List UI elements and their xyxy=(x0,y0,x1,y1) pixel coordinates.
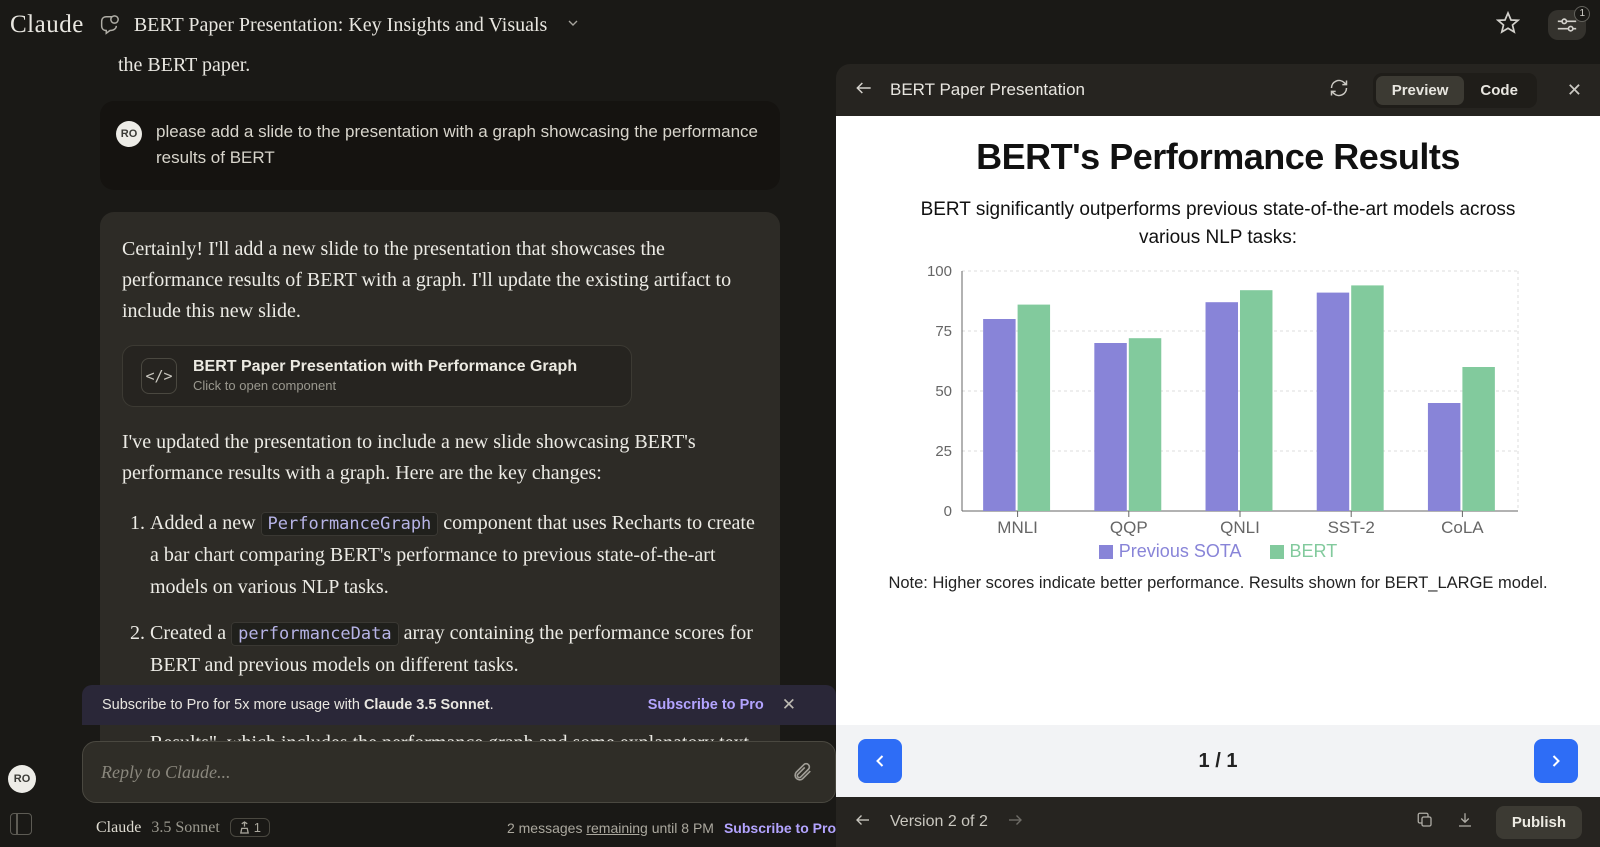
paperclip-icon[interactable] xyxy=(787,757,817,787)
user-message-text: please add a slide to the presentation w… xyxy=(156,119,758,172)
slide: BERT's Performance Results BERT signific… xyxy=(836,116,1600,725)
code-icon: </> xyxy=(141,358,177,394)
close-icon[interactable]: ✕ xyxy=(782,695,796,715)
star-icon[interactable] xyxy=(1496,11,1520,40)
inline-code: performanceData xyxy=(231,622,399,646)
svg-text:SST-2: SST-2 xyxy=(1328,518,1375,537)
chat-column: the BERT paper. RO please add a slide to… xyxy=(0,50,836,847)
top-bar: Claude BERT Paper Presentation: Key Insi… xyxy=(0,0,1600,50)
artifact-preview: BERT's Performance Results BERT signific… xyxy=(836,116,1600,797)
svg-text:QNLI: QNLI xyxy=(1220,518,1260,537)
user-avatar: RO xyxy=(116,121,142,147)
prev-slide-button[interactable] xyxy=(858,739,902,783)
usage-chip[interactable]: 1 xyxy=(230,818,270,837)
next-slide-button[interactable] xyxy=(1534,739,1578,783)
legend-item-prev: Previous SOTA xyxy=(1099,541,1242,562)
main-split: the BERT paper. RO please add a slide to… xyxy=(0,50,1600,847)
upgrade-banner: Subscribe to Pro for 5x more usage with … xyxy=(82,685,836,725)
artifact-subtitle: Click to open component xyxy=(193,378,577,393)
settings-button[interactable]: 1 xyxy=(1548,10,1586,40)
slide-subtitle: BERT significantly outperforms previous … xyxy=(896,196,1540,251)
copy-icon[interactable] xyxy=(1416,811,1434,834)
inline-code: PerformanceGraph xyxy=(261,512,439,536)
app-logo[interactable]: Claude xyxy=(10,11,84,39)
svg-text:100: 100 xyxy=(927,263,952,280)
svg-text:75: 75 xyxy=(935,323,952,340)
prev-assistant-tail: the BERT paper. xyxy=(100,50,780,81)
svg-text:50: 50 xyxy=(935,383,952,400)
version-nav: Version 2 of 2 xyxy=(854,811,1024,834)
slide-note: Note: Higher scores indicate better perf… xyxy=(866,574,1570,593)
reply-input[interactable] xyxy=(101,762,787,783)
svg-text:MNLI: MNLI xyxy=(997,518,1038,537)
artifact-title: BERT Paper Presentation with Performance… xyxy=(193,358,577,376)
conversation-title[interactable]: BERT Paper Presentation: Key Insights an… xyxy=(134,14,548,37)
close-icon[interactable]: ✕ xyxy=(1567,80,1582,101)
tab-code[interactable]: Code xyxy=(1464,76,1534,105)
download-icon[interactable] xyxy=(1456,811,1474,834)
artifact-header: BERT Paper Presentation Preview Code ✕ xyxy=(836,64,1600,116)
chat-icon xyxy=(98,14,120,36)
model-name[interactable]: Claude xyxy=(96,819,141,837)
version-label: Version 2 of 2 xyxy=(890,813,988,831)
settings-badge: 1 xyxy=(1574,6,1590,22)
promo-text: Subscribe to Pro for 5x more usage with … xyxy=(102,697,494,713)
model-version: 3.5 Sonnet xyxy=(151,819,219,837)
svg-text:CoLA: CoLA xyxy=(1441,518,1484,537)
user-avatar[interactable]: RO xyxy=(8,765,36,793)
pager-label: 1 / 1 xyxy=(1199,750,1238,773)
artifact-panel: BERT Paper Presentation Preview Code ✕ B… xyxy=(836,64,1600,847)
back-icon[interactable] xyxy=(854,78,874,103)
performance-chart: 0 25 50 75 100 MNLI QQP QNLI SST-2 CoLA xyxy=(898,259,1538,539)
artifact-panel-title: BERT Paper Presentation xyxy=(890,80,1085,100)
remaining-text: 2 messages remaining until 8 PM xyxy=(507,820,714,836)
chevron-down-icon[interactable] xyxy=(565,15,581,36)
prev-version-icon[interactable] xyxy=(854,811,872,834)
assistant-intro: Certainly! I'll add a new slide to the p… xyxy=(122,234,758,327)
subscribe-link[interactable]: Subscribe to Pro xyxy=(724,820,836,836)
view-toggle: Preview Code xyxy=(1373,73,1537,108)
chart-legend: Previous SOTA BERT xyxy=(866,541,1570,562)
artifact-footer: Version 2 of 2 Publish xyxy=(836,797,1600,847)
message-stream: the BERT paper. RO please add a slide to… xyxy=(0,50,836,847)
legend-item-bert: BERT xyxy=(1270,541,1338,562)
next-version-icon[interactable] xyxy=(1006,811,1024,834)
user-message: RO please add a slide to the presentatio… xyxy=(100,101,780,190)
status-line: Claude 3.5 Sonnet 1 2 messages remaining… xyxy=(96,818,836,837)
svg-text:25: 25 xyxy=(935,443,952,460)
svg-text:QQP: QQP xyxy=(1110,518,1148,537)
slide-title: BERT's Performance Results xyxy=(866,136,1570,178)
svg-text:0: 0 xyxy=(944,503,952,520)
sidebar-toggle-icon[interactable] xyxy=(10,813,32,835)
list-item: Created a performanceData array containi… xyxy=(150,617,758,681)
tab-preview[interactable]: Preview xyxy=(1376,76,1465,105)
artifact-card[interactable]: </> BERT Paper Presentation with Perform… xyxy=(122,345,632,407)
refresh-icon[interactable] xyxy=(1329,78,1349,103)
list-item: Added a new PerformanceGraph component t… xyxy=(150,507,758,603)
slide-pager: 1 / 1 xyxy=(836,725,1600,797)
publish-button[interactable]: Publish xyxy=(1496,806,1582,839)
composer xyxy=(82,741,836,803)
subscribe-link[interactable]: Subscribe to Pro xyxy=(648,697,764,713)
assistant-followup: I've updated the presentation to include… xyxy=(122,427,758,489)
